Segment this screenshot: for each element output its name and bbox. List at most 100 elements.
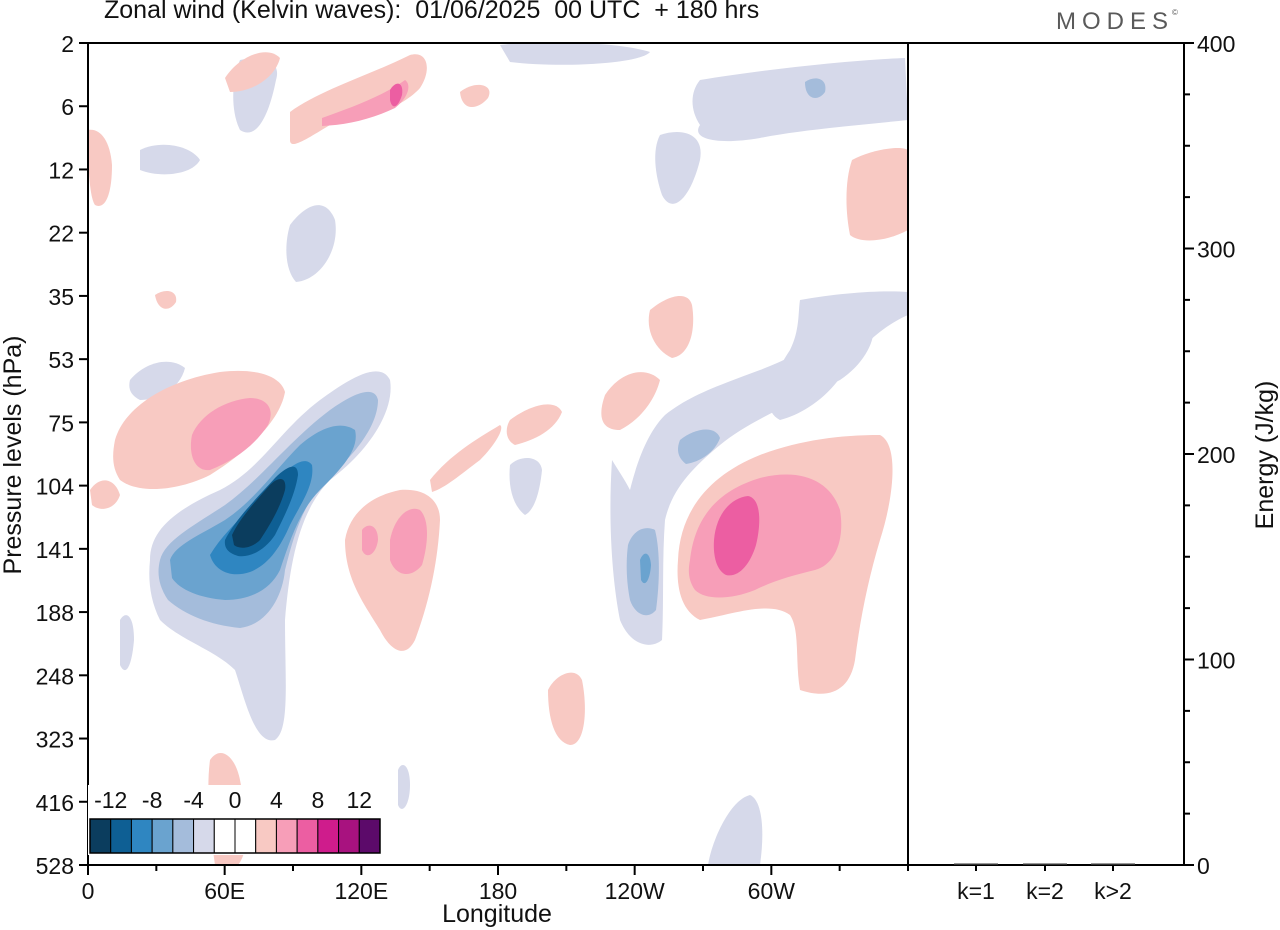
y-tick-label: 6 [61,94,74,120]
contour-pos-blob [846,148,908,241]
y-tick-label: 22 [48,221,74,247]
colorbar-swatch [255,818,277,854]
y-tick-label: 416 [36,790,74,816]
y-tick-label: 188 [36,600,74,626]
contour-neg-blob [655,131,701,204]
contour-pos-blob [430,425,502,492]
brand-mark: © [1172,8,1178,17]
colorbar-label: -4 [183,787,204,813]
y-tick-label: 75 [48,410,74,436]
colorbar-swatch [358,818,381,854]
colorbar-label: 8 [311,787,324,813]
contour-pos-blob [506,404,562,445]
x-tick-label: 60E [204,878,245,904]
contour-neg-region [232,478,286,548]
colorbar-swatch [172,818,195,854]
x-tick-label: 120E [334,878,388,904]
contour-pos-region [362,525,378,556]
contour-neg-blob [500,43,650,65]
x-tick-label: 180 [479,878,517,904]
contour-pos-blob [460,84,490,108]
contour-neg-blob [129,361,185,400]
y-axis-ticks: 2 6 12 22 35 53 75 104 141 188 248 323 416 528 [36,31,88,879]
y-tick-label: 248 [36,663,74,689]
contour-neg-blob [692,58,908,142]
y-tick-label: 2 [61,31,74,57]
contour-pos-blob [601,372,660,430]
contour-pos-blob [225,52,280,92]
contour-neg-blob [509,458,542,515]
contour-neg-blob [140,144,200,175]
y-tick-label: 323 [36,727,74,753]
x-tick-label: 60W [748,878,796,904]
contour-pos-blob [322,80,409,126]
colorbar-swatch [275,818,298,854]
x-axis-ticks: 0 60E 120E 180 120W 60W [82,865,909,904]
contour-pos-blob [290,54,427,145]
contour-pos-blob [88,129,112,206]
y-tick-label: 35 [48,284,74,310]
contour-pos-region [190,398,271,471]
colorbar-label: 0 [229,787,242,813]
contour-neg-blob [120,615,134,671]
energy-tick-label: 100 [1197,648,1235,674]
energy-bars: k=1 k=2 k>2 [954,863,1135,904]
x-tick-label: 120W [605,878,665,904]
colorbar-label: -8 [142,787,162,813]
colorbar-swatch [296,818,319,854]
y-tick-label: 528 [36,853,74,879]
contour-pos-region [713,496,760,576]
energy-axis-ticks: 0 100 200 300 400 [1184,31,1235,879]
contour-neg-blob [398,765,410,809]
colorbar: -12 -8 -4 0 4 8 12 [88,785,382,855]
contour-pos-blob [390,83,403,107]
contour-field [88,43,908,865]
energy-bar [1091,863,1135,865]
x-tick-label: 0 [82,878,95,904]
energy-category-label: k>2 [1094,878,1132,904]
energy-tick-label: 300 [1197,237,1235,263]
energy-tick-label: 200 [1197,442,1235,468]
chart-title: Zonal wind (Kelvin waves): 01/06/2025 00… [104,0,760,24]
brand-text: MODES [1056,8,1175,35]
contour-neg-blob [708,795,763,865]
colorbar-swatch [130,818,153,854]
contour-neg-blob [805,78,826,98]
energy-tick-label: 0 [1197,853,1210,879]
y-tick-label: 104 [36,474,75,500]
energy-panel-frame [907,42,1185,866]
colorbar-label: 4 [270,787,283,813]
y-tick-label: 12 [48,157,74,183]
energy-bar [954,863,998,865]
energy-axis-label: Energy (J/kg) [1251,381,1279,530]
colorbar-swatch [193,818,215,854]
colorbar-label: 12 [346,787,372,813]
energy-category-label: k=2 [1026,878,1064,904]
contour-neg-blob [678,429,720,464]
colorbar-swatch [151,818,174,854]
colorbar-swatch [213,818,236,854]
colorbar-swatch [89,818,112,854]
colorbar-swatch [110,818,132,854]
contour-neg-blob [286,205,336,282]
colorbar-swatch [338,818,360,854]
contour-pos-region [345,489,440,651]
contour-pos-region [390,508,427,575]
energy-tick-label: 400 [1197,31,1235,57]
y-tick-label: 53 [48,347,74,373]
colorbar-label: -12 [94,787,127,813]
x-axis-label: Longitude [442,900,552,928]
colorbar-outline [89,818,381,854]
y-axis-label: Pressure levels (hPa) [0,336,27,575]
contour-pos-blob [90,480,120,509]
energy-bar [1023,863,1067,865]
y-tick-label: 141 [36,537,74,563]
contour-neg-region [640,553,651,584]
contour-pos-blob [155,290,177,309]
brand-logo: MODES© [1056,8,1178,36]
colorbar-swatch [234,818,257,854]
colorbar-swatch [317,818,340,854]
contour-pos-blob [648,295,694,358]
contour-neg-region [610,315,874,645]
